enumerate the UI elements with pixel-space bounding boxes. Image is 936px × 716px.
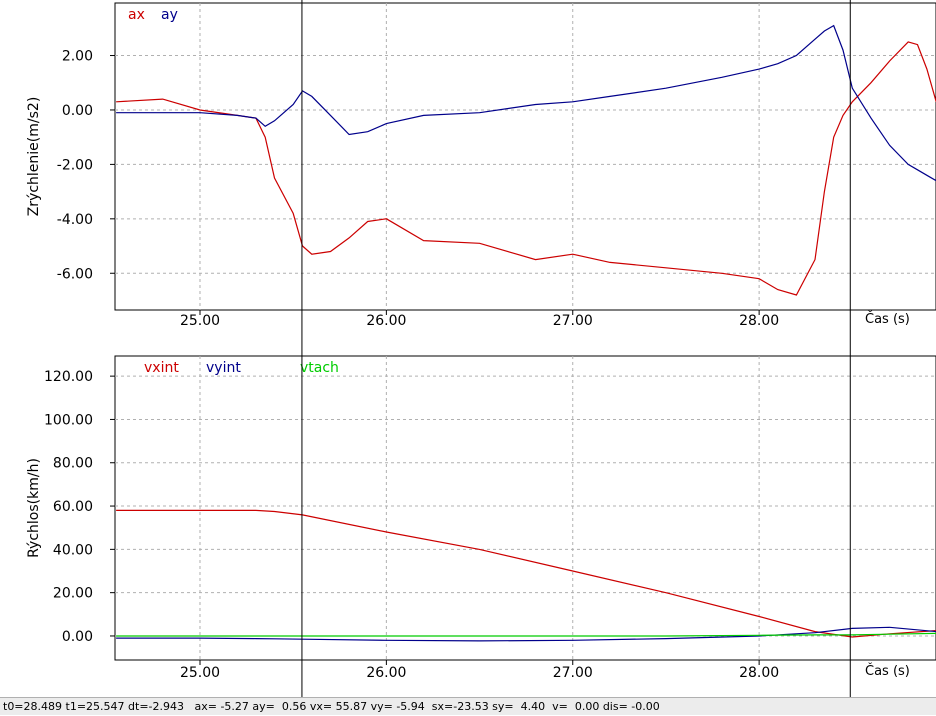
y-tick-label: -4.00 xyxy=(57,212,93,228)
y-tick-label: 60.00 xyxy=(53,499,93,515)
x-tick-label: 25.00 xyxy=(180,313,220,329)
series-line xyxy=(116,626,936,642)
status-bar: t0=28.489 t1=25.547 dt=-2.943 ax= -5.27 … xyxy=(0,697,936,715)
x-tick-label: 26.00 xyxy=(366,665,406,681)
x-tick-label: 27.00 xyxy=(553,665,593,681)
legend-entry: ax xyxy=(128,7,145,23)
legend-entry: vtach xyxy=(300,360,339,376)
plot-area xyxy=(114,355,936,661)
y-tick-label: 100.00 xyxy=(44,412,93,428)
legend-entry: vyint xyxy=(206,360,241,376)
x-tick-label: 27.00 xyxy=(553,313,593,329)
series-line xyxy=(116,41,936,296)
y-tick-label: -2.00 xyxy=(57,157,93,173)
x-tick-label: 28.00 xyxy=(739,665,779,681)
plot-area xyxy=(114,2,936,311)
y-axis-label: Rýchlos(km/h) xyxy=(26,458,42,558)
series-line xyxy=(116,632,936,637)
y-tick-label: 40.00 xyxy=(53,542,93,558)
y-tick-label: 0.00 xyxy=(62,103,93,119)
y-tick-label: 20.00 xyxy=(53,586,93,602)
chart: 2.00 0.00 -2.00 -4.00 -6.00 25.00 26.00 27.00 28… xyxy=(26,0,936,697)
y-tick-label: 120.00 xyxy=(44,369,93,385)
y-tick-label: 2.00 xyxy=(62,49,93,65)
x-tick-label: 26.00 xyxy=(366,313,406,329)
y-axis-label: Zrýchlenie(m/s2) xyxy=(26,97,42,217)
y-tick-label: -6.00 xyxy=(57,266,93,282)
y-tick-label: 80.00 xyxy=(53,456,93,472)
x-axis-label: Čas (s) xyxy=(865,311,910,327)
series-line xyxy=(116,24,936,182)
x-axis-label: Čas (s) xyxy=(865,663,910,679)
series-line xyxy=(116,509,936,638)
legend-entry: vxint xyxy=(144,360,179,376)
x-tick-label: 25.00 xyxy=(180,665,220,681)
y-tick-label: 0.00 xyxy=(62,629,93,645)
legend-entry: ay xyxy=(161,7,178,23)
x-tick-label: 28.00 xyxy=(739,313,779,329)
